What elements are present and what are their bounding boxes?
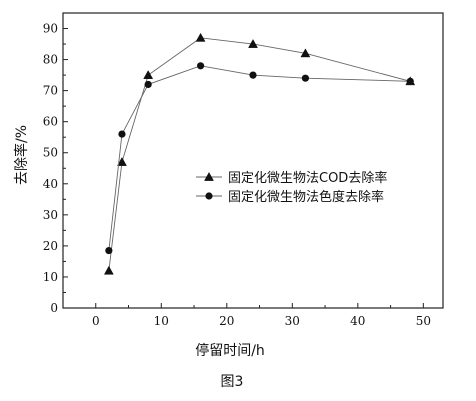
triangle-point bbox=[144, 71, 153, 79]
y-axis-title: 去除率/% bbox=[13, 125, 30, 185]
y-axis-ticks: 0 10 20 30 40 50 60 70 80 90 bbox=[43, 22, 68, 315]
y-tick-label: 0 bbox=[50, 301, 58, 315]
plot-area-border bbox=[63, 13, 443, 308]
circle-point bbox=[105, 247, 112, 254]
y-tick-label: 40 bbox=[43, 177, 58, 191]
figure-caption: 图3 bbox=[221, 374, 244, 390]
circle-point bbox=[145, 81, 152, 88]
x-axis-ticks: 0 10 20 30 40 50 bbox=[63, 303, 431, 328]
x-axis-title: 停留时间/h bbox=[195, 342, 265, 359]
y-tick-label: 10 bbox=[43, 270, 58, 284]
y-tick-label: 20 bbox=[43, 239, 58, 253]
y-tick-label: 90 bbox=[43, 22, 58, 36]
legend-label: 固定化微生物法色度去除率 bbox=[228, 189, 384, 205]
x-tick-label: 40 bbox=[350, 314, 365, 328]
triangle-point bbox=[104, 266, 113, 274]
y-tick-label: 80 bbox=[43, 53, 58, 67]
x-tick-label: 0 bbox=[92, 314, 100, 328]
series-cod bbox=[104, 33, 414, 274]
triangle-point bbox=[196, 33, 205, 41]
legend-item-cod: 固定化微生物法COD去除率 bbox=[196, 170, 387, 186]
circle-point bbox=[197, 62, 204, 69]
circle-point bbox=[407, 78, 414, 85]
circle-point bbox=[249, 72, 256, 79]
circle-point bbox=[302, 75, 309, 82]
series-line bbox=[109, 38, 410, 271]
y-tick-label: 60 bbox=[43, 115, 58, 129]
legend-circle-marker bbox=[205, 192, 212, 199]
series-layer bbox=[104, 33, 414, 274]
x-tick-label: 20 bbox=[219, 314, 234, 328]
y-tick-label: 50 bbox=[43, 146, 58, 160]
legend-item-chroma: 固定化微生物法色度去除率 bbox=[196, 189, 384, 205]
y-tick-label: 30 bbox=[43, 208, 58, 222]
x-tick-label: 10 bbox=[154, 314, 169, 328]
series-chroma bbox=[105, 62, 414, 254]
plot-frame bbox=[63, 13, 443, 308]
circle-point bbox=[118, 131, 125, 138]
x-tick-label: 50 bbox=[416, 314, 431, 328]
y-tick-label: 70 bbox=[43, 84, 58, 98]
series-line bbox=[109, 66, 410, 251]
x-tick-label: 30 bbox=[285, 314, 300, 328]
legend-label: 固定化微生物法COD去除率 bbox=[228, 170, 387, 186]
